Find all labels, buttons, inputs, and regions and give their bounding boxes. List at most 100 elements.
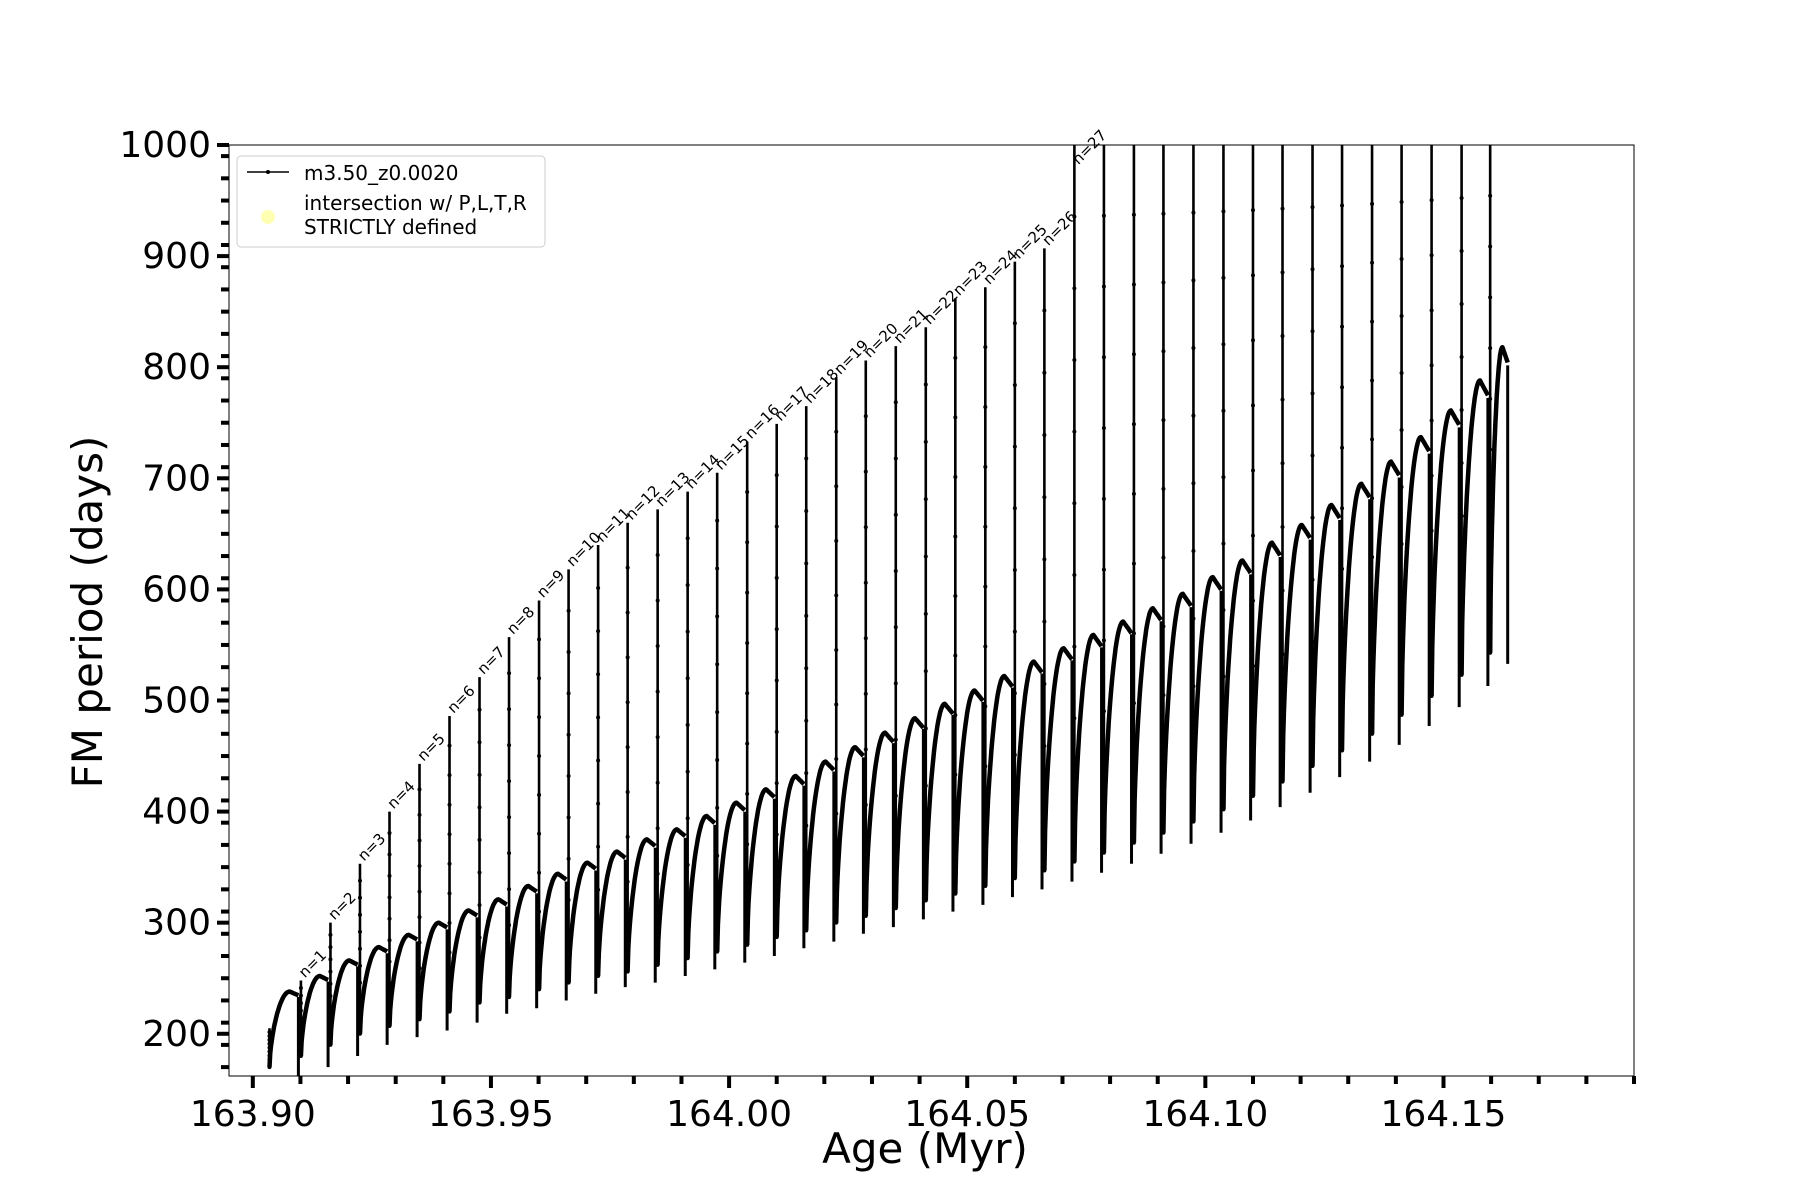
spike-point: [298, 1046, 303, 1051]
spike-point: [685, 816, 690, 821]
spike-point: [685, 956, 690, 961]
spike-point: [537, 792, 542, 797]
spike-point: [387, 1024, 392, 1029]
series-segment: [1221, 558, 1253, 810]
spike-point: [834, 484, 839, 489]
spike-point: [357, 980, 362, 985]
spike-point: [1310, 515, 1315, 520]
spike-point: [804, 876, 809, 881]
legend-label-line: intersection w/ P,L,T,R: [304, 191, 527, 215]
spike-point: [447, 950, 452, 955]
spike-point: [477, 903, 482, 908]
spike-point: [1340, 627, 1345, 632]
spike-point: [804, 823, 809, 828]
series-segment: [744, 787, 776, 945]
spike-point: [1012, 629, 1017, 634]
y-tick-label: 800: [142, 347, 211, 388]
spike-point: [1280, 461, 1285, 466]
spike-point: [1221, 740, 1226, 745]
series-segment: [267, 989, 300, 1068]
spike-point: [745, 741, 750, 746]
spike-point: [298, 1008, 303, 1013]
spike-point: [1280, 652, 1285, 657]
spike-point: [685, 582, 690, 587]
spike-point: [923, 554, 928, 559]
series-segment: [1280, 522, 1312, 782]
spike-point: [1161, 830, 1166, 835]
spike-point: [774, 883, 779, 888]
spike-point: [477, 837, 482, 842]
spike-point: [267, 1065, 272, 1070]
spike-point: [267, 1049, 272, 1054]
spike-point: [1072, 357, 1077, 362]
legend-label-series: m3.50_z0.0020: [304, 161, 459, 185]
spike-point: [1042, 868, 1047, 873]
spike-point: [1488, 295, 1493, 300]
spike-point: [417, 915, 422, 920]
series-segment: [1072, 632, 1104, 862]
spike-point: [328, 1030, 333, 1035]
spike-point: [893, 793, 898, 798]
spike-point: [566, 898, 571, 903]
spike-point: [1161, 280, 1166, 285]
spike-point: [477, 968, 482, 973]
spike-point: [357, 997, 362, 1002]
series-segment: [506, 883, 539, 998]
spike-point: [507, 923, 512, 928]
spike-point: [1310, 639, 1315, 644]
spike-point: [1488, 498, 1493, 503]
spike-point: [1131, 631, 1136, 636]
spike-point: [387, 938, 392, 943]
spike-point: [1131, 282, 1136, 287]
spike-point: [566, 650, 571, 655]
spike-point: [774, 832, 779, 837]
spike-point: [447, 980, 452, 985]
spike-point: [745, 892, 750, 897]
spike-point: [953, 534, 958, 539]
spike-point: [1280, 270, 1285, 275]
spike-point: [1399, 256, 1404, 261]
spike-point: [1250, 533, 1255, 538]
spike-point: [1370, 378, 1375, 383]
spike-point: [804, 718, 809, 723]
y-tick-label: 400: [142, 792, 211, 833]
series-segment: [1399, 434, 1432, 715]
y-tick-label: 300: [142, 903, 211, 944]
spike-point: [417, 991, 422, 996]
spike-point: [357, 1014, 362, 1019]
spike-point: [774, 627, 779, 632]
spike-point: [1429, 363, 1434, 368]
series-segment: [477, 897, 509, 1003]
spike-point: [387, 873, 392, 878]
spike-point: [1221, 475, 1226, 480]
spike-point: [715, 758, 720, 763]
spike-point: [1072, 501, 1077, 506]
spike-point: [447, 773, 452, 778]
series-segment: [833, 744, 865, 923]
spike-point: [1161, 693, 1166, 698]
spike-point: [1131, 561, 1136, 566]
y-tick-label: 200: [142, 1014, 211, 1055]
spike-point: [953, 594, 958, 599]
pulse-number-label: n=7: [474, 643, 509, 678]
spike-point: [1042, 495, 1047, 500]
spike-point: [417, 940, 422, 945]
spike-point: [1012, 814, 1017, 819]
spike-point: [1191, 548, 1196, 553]
pulse-number-label: n=9: [533, 566, 568, 601]
spike-point: [566, 939, 571, 944]
spike-point: [1161, 349, 1166, 354]
x-tick-label: 164.00: [666, 1094, 792, 1135]
spike-point: [537, 676, 542, 681]
spike-point: [953, 415, 958, 420]
spike-point: [1250, 794, 1255, 799]
spike-point: [893, 681, 898, 686]
spike-point: [267, 1037, 272, 1042]
series-segment: [1161, 591, 1193, 833]
legend-intersection-marker: [261, 210, 275, 224]
spike-point: [537, 637, 542, 642]
spike-point: [1042, 806, 1047, 811]
spike-point: [1399, 655, 1404, 660]
spike-point: [1310, 205, 1315, 210]
